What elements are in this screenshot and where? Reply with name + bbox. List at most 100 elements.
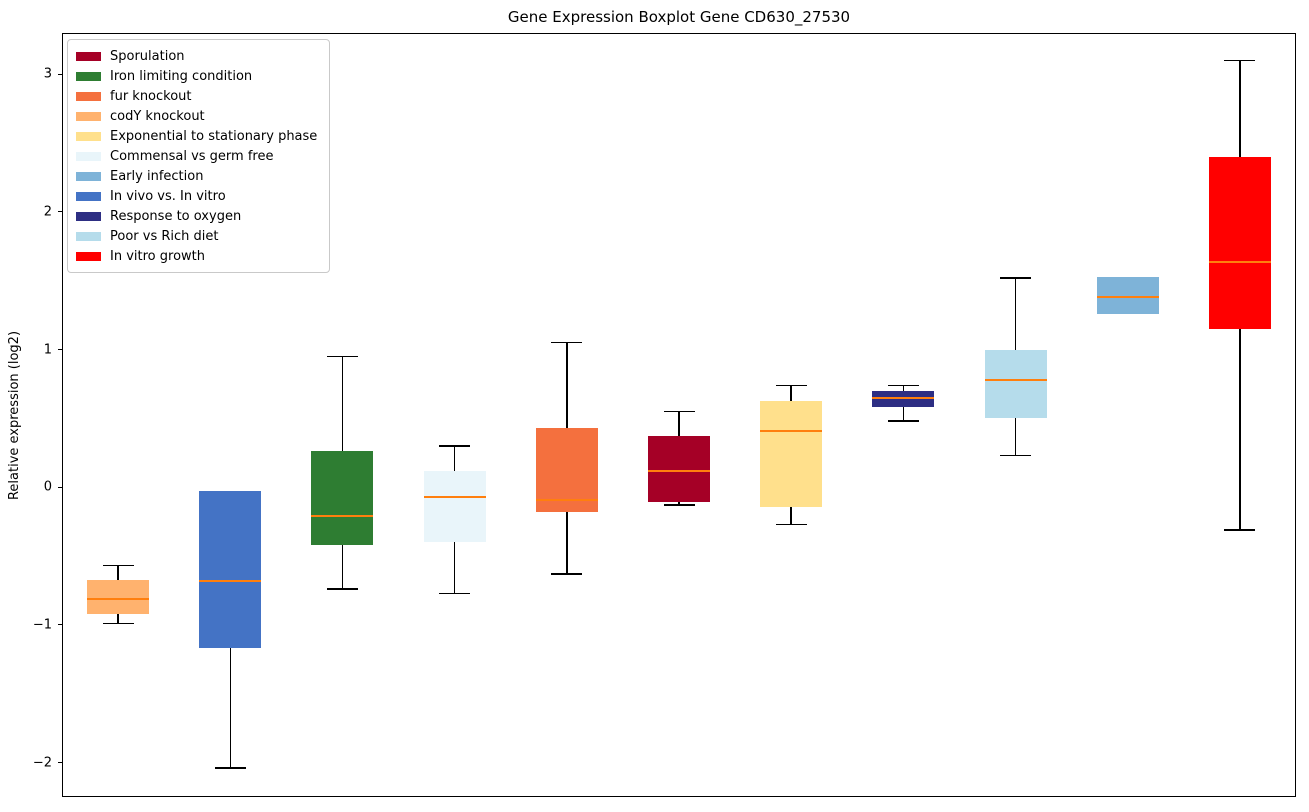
median-line bbox=[199, 579, 262, 582]
whisker-cap-lower bbox=[775, 523, 807, 526]
legend: Sporulation Iron limiting condition fur kn… bbox=[67, 39, 331, 273]
y-tick-mark bbox=[58, 624, 62, 626]
median-line bbox=[535, 498, 598, 501]
whisker-upper bbox=[1239, 60, 1241, 157]
median-line bbox=[1096, 296, 1159, 299]
legend-item: codY knockout bbox=[76, 106, 317, 126]
y-tick-mark bbox=[58, 349, 62, 351]
whisker-lower bbox=[1014, 418, 1017, 456]
legend-swatch bbox=[76, 231, 101, 241]
whisker-upper bbox=[902, 385, 905, 391]
whisker-cap-upper bbox=[663, 410, 695, 413]
legend-swatch bbox=[76, 131, 101, 141]
median-line bbox=[872, 396, 935, 399]
legend-label: Poor vs Rich diet bbox=[110, 228, 219, 244]
whisker-cap-lower bbox=[102, 622, 134, 625]
whisker-cap-upper bbox=[775, 384, 807, 387]
box bbox=[648, 436, 710, 503]
whisker-cap-upper bbox=[1000, 277, 1032, 279]
legend-label: In vitro growth bbox=[110, 248, 205, 264]
whisker-cap-lower bbox=[551, 573, 583, 575]
legend-item: In vitro growth bbox=[76, 246, 317, 266]
whisker-cap-upper bbox=[439, 445, 471, 447]
whisker-cap-upper bbox=[102, 564, 134, 567]
box bbox=[87, 579, 150, 614]
legend-label: Commensal vs germ free bbox=[110, 148, 274, 164]
median-line bbox=[311, 515, 374, 518]
legend-swatch bbox=[76, 171, 101, 181]
whisker-upper bbox=[341, 356, 344, 452]
y-tick-label: −1 bbox=[32, 617, 52, 633]
box bbox=[760, 400, 823, 507]
whisker-lower bbox=[790, 506, 792, 525]
legend-item: Exponential to stationary phase bbox=[76, 126, 317, 146]
whisker-cap-lower bbox=[214, 767, 246, 769]
legend-item: fur knockout bbox=[76, 86, 317, 106]
whisker-lower bbox=[229, 648, 232, 769]
box bbox=[1096, 276, 1159, 314]
whisker-lower bbox=[1239, 328, 1241, 530]
median-line bbox=[1208, 260, 1271, 263]
median-line bbox=[648, 469, 710, 472]
legend-swatch bbox=[76, 111, 101, 121]
box bbox=[872, 390, 935, 408]
legend-item: Iron limiting condition bbox=[76, 66, 317, 86]
median-line bbox=[87, 597, 150, 600]
median-line bbox=[984, 378, 1047, 381]
legend-swatch bbox=[76, 191, 101, 201]
legend-label: Exponential to stationary phase bbox=[110, 128, 318, 144]
whisker-cap-upper bbox=[326, 355, 358, 358]
whisker-lower bbox=[566, 512, 568, 574]
whisker-upper bbox=[117, 565, 119, 580]
legend-label: codY knockout bbox=[110, 108, 205, 124]
legend-item: Response to oxygen bbox=[76, 206, 317, 226]
legend-label: Early infection bbox=[110, 168, 204, 184]
whisker-upper bbox=[453, 445, 456, 471]
legend-label: In vivo vs. In vitro bbox=[110, 188, 226, 204]
box bbox=[984, 349, 1047, 419]
legend-label: Iron limiting condition bbox=[110, 68, 253, 84]
whisker-cap-lower bbox=[887, 420, 919, 422]
legend-item: Commensal vs germ free bbox=[76, 146, 317, 166]
y-tick-label: 0 bbox=[43, 479, 52, 495]
box bbox=[423, 470, 486, 543]
y-tick-label: 3 bbox=[43, 66, 52, 82]
legend-label: Sporulation bbox=[110, 48, 185, 64]
whisker-lower bbox=[678, 502, 680, 506]
whisker-cap-upper bbox=[551, 341, 583, 344]
box bbox=[199, 491, 262, 649]
whisker-cap-lower bbox=[326, 588, 358, 590]
legend-item: Sporulation bbox=[76, 46, 317, 66]
y-tick-label: 1 bbox=[43, 342, 52, 358]
y-tick-label: 2 bbox=[43, 204, 52, 220]
legend-item: In vivo vs. In vitro bbox=[76, 186, 317, 206]
box bbox=[535, 428, 598, 513]
whisker-cap-lower bbox=[439, 592, 471, 595]
legend-swatch bbox=[76, 71, 101, 81]
whisker-lower bbox=[902, 407, 905, 422]
legend-label: fur knockout bbox=[110, 88, 192, 104]
whisker-lower bbox=[453, 542, 456, 594]
legend-swatch bbox=[76, 51, 101, 61]
legend-swatch bbox=[76, 151, 101, 161]
box bbox=[1208, 156, 1271, 329]
whisker-upper bbox=[566, 342, 568, 429]
whisker-cap-lower bbox=[663, 504, 695, 506]
legend-swatch bbox=[76, 91, 101, 101]
y-tick-mark bbox=[58, 762, 62, 764]
legend-item: Poor vs Rich diet bbox=[76, 226, 317, 246]
legend-label: Response to oxygen bbox=[110, 208, 242, 224]
whisker-upper bbox=[678, 411, 680, 437]
whisker-cap-lower bbox=[1224, 529, 1256, 531]
y-axis-label: Relative expression (log2) bbox=[6, 33, 24, 797]
whisker-upper bbox=[790, 385, 792, 401]
whisker-upper bbox=[1014, 278, 1017, 350]
y-tick-label: −2 bbox=[32, 755, 52, 771]
legend-swatch bbox=[76, 251, 101, 261]
whisker-cap-upper bbox=[1224, 59, 1256, 62]
y-tick-mark bbox=[58, 486, 62, 488]
whisker-cap-upper bbox=[887, 384, 919, 387]
chart-title: Gene Expression Boxplot Gene CD630_27530 bbox=[507, 8, 851, 26]
whisker-lower bbox=[341, 545, 344, 590]
whisker-lower bbox=[117, 613, 119, 624]
